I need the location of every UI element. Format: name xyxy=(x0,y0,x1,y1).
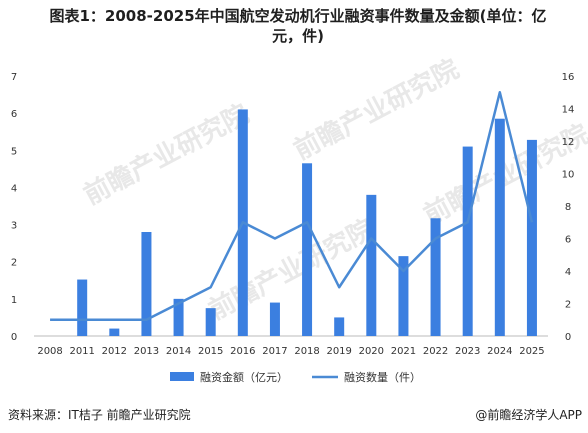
x-tick-label: 2011 xyxy=(69,346,94,357)
x-tick-label: 2018 xyxy=(294,346,319,357)
legend-bar-label: 融资金额（亿元） xyxy=(200,370,288,384)
x-tick-label: 2019 xyxy=(326,346,351,357)
bar xyxy=(77,279,88,336)
bar xyxy=(494,118,505,336)
count-line xyxy=(50,91,534,321)
bar xyxy=(366,194,377,336)
y-left-tick-label: 6 xyxy=(11,109,17,120)
x-tick-label: 2014 xyxy=(166,346,191,357)
x-tick-label: 2023 xyxy=(455,346,480,357)
watermark-1: 前瞻产业研究院 xyxy=(289,53,464,166)
legend-bar-swatch xyxy=(170,372,194,381)
y-right-tick-label: 0 xyxy=(565,332,571,343)
y-left-tick-label: 5 xyxy=(11,146,17,157)
x-tick-label: 2012 xyxy=(102,346,127,357)
y-left-tick-label: 7 xyxy=(11,72,17,83)
x-tick-label: 2022 xyxy=(423,346,448,357)
x-tick-label: 2008 xyxy=(37,346,62,357)
bar xyxy=(462,146,473,336)
bar xyxy=(269,302,280,336)
y-left-tick-label: 1 xyxy=(11,295,17,306)
y-right-tick-label: 14 xyxy=(562,105,575,116)
brand-label: @前瞻经济学人APP xyxy=(475,408,582,422)
y-left-tick-label: 0 xyxy=(11,332,17,343)
bar xyxy=(109,328,120,336)
x-tick-label: 2013 xyxy=(134,346,159,357)
x-tick-label: 2016 xyxy=(230,346,255,357)
y-right-tick-label: 12 xyxy=(562,137,575,148)
y-left-tick-label: 2 xyxy=(11,258,17,269)
y-left-tick-label: 4 xyxy=(11,183,17,194)
x-tick-label: 2020 xyxy=(359,346,384,357)
y-right-tick-label: 10 xyxy=(562,170,575,181)
y-right-tick-label: 6 xyxy=(565,235,571,246)
source-note: 资料来源：IT桔子 前瞻产业研究院 xyxy=(8,408,191,422)
y-right-tick-label: 4 xyxy=(565,267,571,278)
x-tick-label: 2021 xyxy=(391,346,416,357)
chart-title-line2: 元，件) xyxy=(272,27,324,45)
bar xyxy=(205,308,216,336)
chart-title-line1: 图表1：2008-2025年中国航空发动机行业融资事件数量及金额(单位：亿 xyxy=(49,7,547,25)
x-tick-label: 2025 xyxy=(519,346,544,357)
bar xyxy=(173,298,184,336)
y-right-tick-label: 16 xyxy=(562,72,575,83)
bar xyxy=(398,256,409,336)
x-tick-label: 2015 xyxy=(198,346,223,357)
bar xyxy=(526,139,537,336)
bar xyxy=(141,232,152,336)
watermark-0: 前瞻产业研究院 xyxy=(79,98,254,211)
legend-line-label: 融资数量（件） xyxy=(344,371,421,384)
y-left-tick-label: 3 xyxy=(11,221,17,232)
chart-title: 图表1：2008-2025年中国航空发动机行业融资事件数量及金额(单位：亿 元，… xyxy=(18,6,578,46)
y-right-tick-label: 2 xyxy=(565,300,571,311)
bar xyxy=(302,163,313,336)
y-right-tick-label: 8 xyxy=(565,202,571,213)
bar xyxy=(334,317,345,336)
bar xyxy=(430,218,441,336)
x-tick-label: 2024 xyxy=(487,346,512,357)
x-tick-label: 2017 xyxy=(262,346,287,357)
